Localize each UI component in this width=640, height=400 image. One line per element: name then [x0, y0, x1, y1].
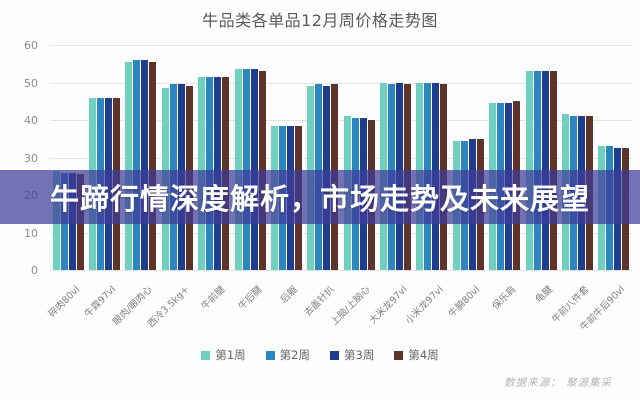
legend-label: 第3周 [344, 348, 375, 362]
x-tick-label: 牛前腱 [199, 284, 228, 313]
y-tick-label: 30 [24, 151, 38, 165]
bar-group [234, 45, 266, 270]
chart-title: 牛品类各单品12月周价格走势图 [202, 11, 438, 30]
y-tick-label: 60 [24, 39, 38, 52]
legend-swatch-icon [330, 350, 339, 360]
x-tick-label: 牛腩80vl [446, 284, 483, 320]
bar-group [416, 45, 448, 270]
bar-group [489, 45, 521, 270]
legend-item: 第1周 [201, 347, 246, 363]
gridline-y50 [50, 82, 632, 84]
bar [234, 69, 242, 270]
x-tick-label: 保乐肩 [490, 284, 519, 313]
headline-overlay-text: 牛蹄行情深度解析，市场走势及未来展望 [49, 182, 590, 216]
y-tick-label: 0 [31, 264, 38, 277]
legend: 第1周 第2周 第3周 第4周 [0, 347, 640, 363]
y-tick-label: 50 [24, 76, 38, 90]
bar-group [561, 45, 593, 270]
bar [141, 60, 149, 270]
legend-swatch-icon [265, 350, 275, 360]
bar [242, 69, 250, 270]
legend-swatch-icon [394, 350, 404, 360]
bar-group [380, 45, 412, 270]
bar-group [125, 45, 157, 270]
bar-group [270, 45, 302, 270]
x-tick-label: 龟腱 [533, 284, 555, 306]
x-tick-label: 小米龙97vl [403, 284, 446, 327]
bar-group [343, 45, 375, 270]
bar [125, 61, 133, 270]
bar-group [307, 45, 339, 270]
legend-item: 第4周 [394, 347, 439, 363]
bar [250, 69, 258, 270]
bar [133, 60, 141, 270]
gridline-y30 [50, 157, 632, 159]
x-tick-label: 碎肉80vl [46, 284, 83, 320]
x-tick-label: 大米龙97vl [367, 284, 410, 327]
bar-group [198, 45, 230, 270]
legend-item: 第3周 [330, 347, 374, 363]
x-tick-label: 牛后腱 [236, 284, 264, 313]
x-axis-labels: 碎肉80vl 牛霖97vl 眼肉/眼肉心 西冷3.5kg+ 牛前腱 牛后腱 后躯 去盖针扒 上脑… [0, 276, 640, 346]
plot-area: 0102030405060 [24, 39, 632, 277]
legend-label: 第4周 [408, 348, 439, 362]
bar-group [598, 45, 630, 270]
bar-group [89, 45, 121, 270]
legend-item: 第2周 [265, 347, 310, 363]
legend-label: 第2周 [279, 348, 310, 362]
data-source-caption: 数据来源： 聚源集采 [504, 377, 612, 389]
gridline-y40 [50, 120, 632, 121]
y-tick-label: 40 [24, 114, 38, 127]
bar-group [161, 45, 193, 270]
bar-group [525, 45, 557, 270]
headline-overlay-band: 牛蹄行情深度解析，市场走势及未来展望 [0, 170, 640, 224]
bar-groups [50, 45, 632, 270]
gridline-y10 [50, 232, 632, 234]
bar [149, 61, 157, 270]
bar-group [452, 45, 484, 270]
gridline-y60 [50, 45, 632, 46]
y-tick-label: 10 [24, 226, 38, 240]
gridline-y0 [50, 270, 632, 271]
legend-swatch-icon [201, 350, 211, 360]
legend-label: 第1周 [215, 348, 246, 362]
x-tick-label: 后躯 [279, 284, 301, 306]
bar-group [52, 45, 84, 270]
